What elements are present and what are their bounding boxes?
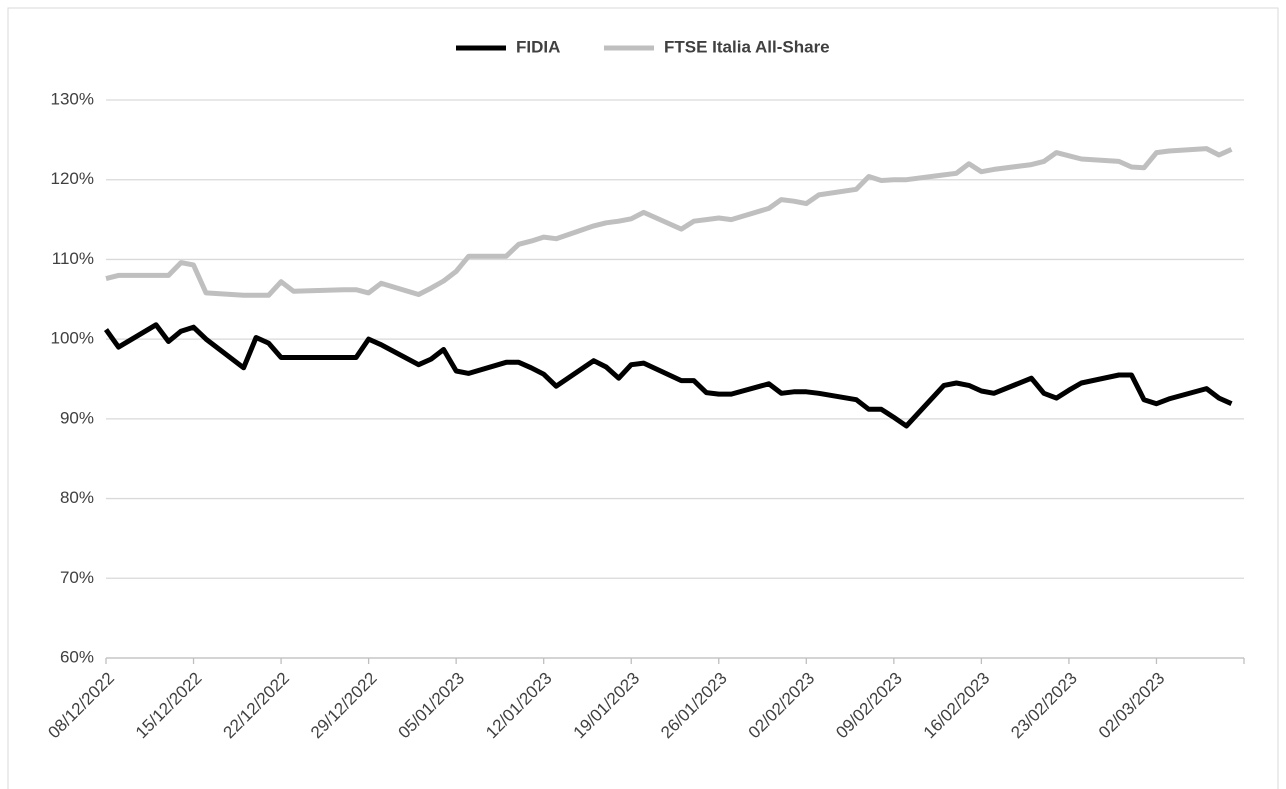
legend-label: FTSE Italia All-Share (664, 37, 830, 56)
y-tick-label: 120% (51, 169, 94, 188)
series-line (103, 322, 1233, 429)
y-tick-label: 80% (60, 488, 94, 507)
y-tick-label: 60% (60, 647, 94, 666)
y-tick-label: 110% (52, 249, 94, 268)
series-line (105, 146, 1233, 298)
y-tick-label: 90% (60, 408, 94, 427)
y-tick-label: 130% (51, 89, 94, 108)
y-tick-label: 70% (60, 568, 94, 587)
legend-label: FIDIA (516, 37, 560, 56)
chart-frame (7, 7, 1279, 789)
y-tick-label: 100% (51, 329, 94, 348)
